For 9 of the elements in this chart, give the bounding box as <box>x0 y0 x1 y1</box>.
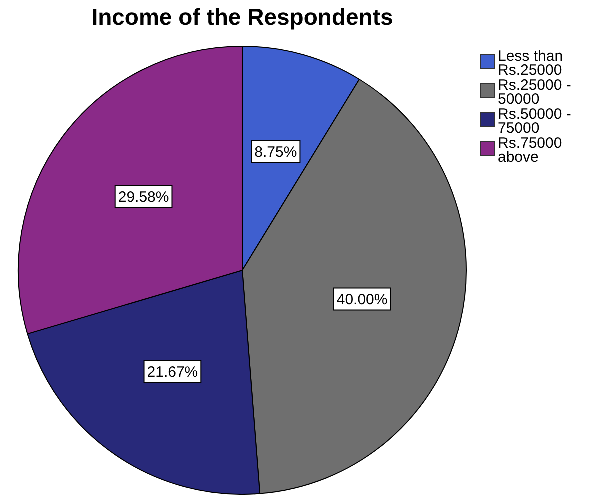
legend-label: Rs.25000 - 50000 <box>498 77 572 108</box>
data-label: 21.67% <box>147 364 198 382</box>
legend-label: Less than Rs.25000 <box>498 48 564 79</box>
legend-label: Rs.75000 above <box>498 135 564 166</box>
legend-label: Rs.50000 - 75000 <box>498 106 572 137</box>
data-label: 8.75% <box>254 144 298 162</box>
chart-title: Income of the Respondents <box>90 4 394 31</box>
data-label: 29.58% <box>118 188 170 206</box>
data-label: 40.00% <box>336 291 388 308</box>
